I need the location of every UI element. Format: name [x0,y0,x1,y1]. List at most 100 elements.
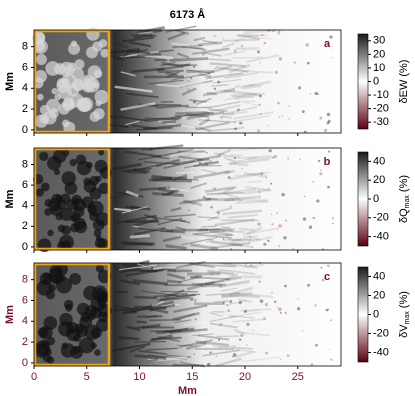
texture-cell [35,188,44,197]
texture-streak [188,98,208,104]
texture-streak [246,212,265,222]
texture-streak [196,97,212,106]
texture-streak [233,328,246,335]
texture-streak [185,342,207,350]
panel-label: c [324,271,330,283]
texture-speck [316,199,320,203]
texture-speck [305,43,309,47]
texture-streak [208,108,228,113]
texture-streak [209,62,246,68]
colorbar-tick-label: 20 [373,174,385,186]
texture-streak [204,275,242,286]
texture-streak [157,336,180,343]
texture-streak [170,112,211,120]
texture-streak [111,54,124,62]
texture-cell [37,93,44,101]
texture-cell [40,182,50,192]
texture-cell [98,149,105,156]
texture-speck [330,358,333,361]
texture-streak [178,155,204,161]
texture-streak [166,71,180,78]
y-tick-label: 8 [22,158,28,170]
texture-streak [193,159,213,168]
texture-streak [137,30,162,34]
colorbar-tick-label: 40 [373,270,385,282]
texture-streak [231,104,264,113]
texture-streak [168,262,191,265]
texture-streak [215,207,232,213]
texture-streak [153,292,188,298]
texture-cell [84,304,98,318]
highlight-box [33,262,111,367]
texture-streak [117,53,129,61]
texture-cell [64,304,73,312]
texture-streak [165,25,197,33]
texture-speck [259,299,264,303]
texture-speck [303,195,306,198]
y-axis-label: Mm [4,189,16,208]
texture-streak [152,174,173,180]
texture-streak [234,197,269,203]
texture-speck [273,154,277,158]
texture-speck [268,124,270,126]
texture-streak [139,269,164,272]
texture-speck [308,225,313,229]
texture-speck [257,129,260,133]
texture-cell [57,224,66,233]
x-axis-label: Mm [178,385,197,396]
texture-speck [213,34,216,37]
texture-streak [221,225,233,231]
colorbar-label-unit: (%) [398,60,410,77]
texture-streak [202,349,240,357]
chart-title: 6173 Å [170,8,206,21]
texture-streak [235,331,271,337]
texture-speck [258,103,261,106]
texture-speck [195,275,198,278]
y-tick-label: 6 [22,294,28,306]
texture-streak [223,195,262,202]
y-axis-label: Mm [4,305,16,324]
texture-streak [124,205,151,211]
texture-streak [125,92,159,99]
texture-cell [59,312,73,327]
texture-streak [155,327,195,335]
texture-cell [58,102,70,115]
texture-cell [35,53,47,66]
colorbar-label-sub: max [404,311,411,325]
texture-streak [171,72,211,81]
texture-streak [228,63,251,74]
texture-streak [220,287,238,292]
texture-streak [232,156,258,164]
texture-speck [272,156,274,159]
texture-speck [268,188,270,190]
texture-speck [198,161,202,165]
texture-cell [97,238,109,249]
texture-cell [72,346,81,355]
texture-speck [321,278,325,282]
texture-speck [187,79,190,82]
texture-streak [241,70,273,74]
texture-streak [195,230,225,235]
texture-streak [205,330,221,335]
texture-streak [234,171,272,177]
texture-cell [40,339,50,349]
texture-streak [248,235,273,244]
colorbar-tick-label: 20 [373,48,385,60]
texture-streak [192,47,230,56]
texture-cell [44,208,52,216]
texture-cell [98,39,108,48]
texture-streak [139,186,171,192]
texture-streak [238,227,255,232]
texture-streak [196,280,225,285]
y-tick-label: 2 [22,336,28,348]
texture-streak [217,98,247,105]
texture-speck [270,182,273,185]
texture-speck [193,353,195,356]
texture-speck [301,329,304,332]
texture-streak [120,71,136,77]
texture-streak [217,188,257,195]
texture-speck [213,87,217,91]
texture-streak [141,323,161,329]
texture-streak [249,32,263,37]
texture-streak [170,42,207,50]
